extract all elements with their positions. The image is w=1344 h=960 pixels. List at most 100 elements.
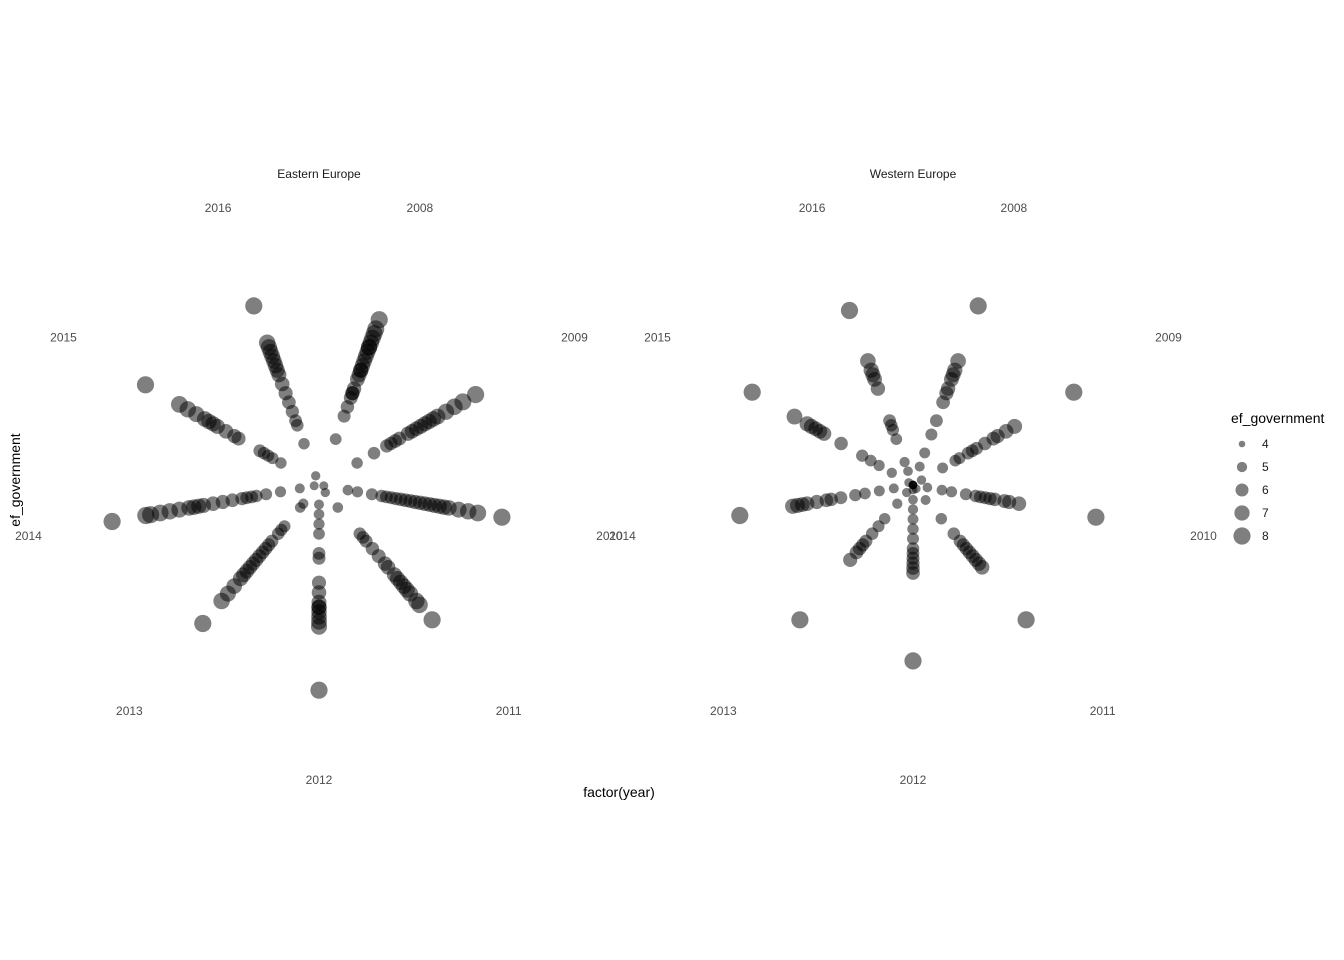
data-point [258, 334, 276, 351]
legend-key-point [1234, 505, 1250, 521]
data-point [904, 652, 922, 670]
category-tick-label: 2016 [205, 201, 232, 215]
data-point [370, 311, 388, 329]
data-point [1017, 611, 1035, 629]
y-axis-title: ef_government [7, 433, 23, 527]
facet-title: Western Europe [870, 167, 957, 181]
data-point [743, 383, 761, 401]
data-point [274, 486, 287, 498]
data-point [309, 481, 319, 491]
category-tick-label: 2009 [561, 331, 588, 345]
category-tick-label: 2010 [596, 529, 623, 543]
data-point [170, 395, 188, 413]
data-point [914, 461, 925, 472]
category-tick-label: 2011 [1090, 704, 1116, 718]
category-tick-label: 2008 [407, 201, 434, 215]
data-point [469, 504, 487, 522]
data-point [245, 297, 263, 315]
data-point [731, 506, 749, 525]
data-point [137, 506, 155, 525]
data-point [888, 483, 899, 494]
data-point [922, 482, 933, 493]
legend-label: 4 [1262, 437, 1269, 451]
data-point [908, 480, 918, 490]
data-point [103, 512, 121, 531]
category-tick-label: 2015 [644, 331, 671, 345]
legend-label: 5 [1262, 460, 1269, 474]
data-point [903, 466, 913, 477]
data-point [906, 566, 920, 580]
data-point [194, 614, 212, 633]
data-point [936, 484, 948, 496]
data-point [260, 488, 273, 501]
data-point [799, 416, 815, 432]
data-point [136, 376, 155, 394]
data-point [423, 611, 441, 629]
data-point [902, 487, 912, 498]
data-point [351, 457, 363, 469]
data-point [253, 444, 267, 458]
category-tick-label: 2011 [496, 704, 522, 718]
data-point [1065, 383, 1083, 401]
data-point [294, 483, 305, 494]
data-point [1087, 508, 1105, 526]
data-point [859, 487, 871, 500]
data-point [312, 551, 326, 565]
data-point [332, 502, 344, 513]
data-point [919, 447, 931, 459]
data-point [329, 433, 342, 445]
data-point [313, 518, 325, 530]
data-point [411, 596, 428, 614]
data-point [310, 681, 328, 699]
facet-panel: Eastern Europe 2008 2009 2010 2011 2012 2013 20… [15, 167, 623, 787]
data-point [907, 504, 919, 515]
data-point [920, 494, 931, 506]
data-point [908, 494, 918, 505]
legend-key-point [1236, 461, 1248, 473]
x-axis-title: factor(year) [583, 784, 655, 800]
legend-key-point [1235, 483, 1249, 497]
data-point [365, 488, 378, 501]
data-point [969, 297, 987, 315]
data-point [834, 436, 848, 451]
data-point [906, 532, 920, 545]
data-point [959, 488, 972, 501]
data-point [873, 459, 885, 472]
category-tick-label: 2014 [15, 529, 42, 543]
data-point [860, 353, 876, 369]
data-point [899, 456, 910, 468]
data-point [907, 523, 919, 535]
data-point [320, 487, 330, 498]
data-point [856, 449, 869, 462]
data-point [454, 393, 472, 411]
data-point [886, 467, 897, 478]
data-point [935, 512, 948, 525]
data-point [367, 446, 381, 460]
data-point [883, 414, 896, 428]
data-point [467, 386, 485, 404]
category-tick-label: 2012 [900, 773, 927, 787]
data-point [294, 502, 306, 513]
legend-key-point [1238, 440, 1246, 448]
data-point [974, 559, 990, 575]
facet-panels: Eastern Europe 2008 2009 2010 2011 2012 2013 20… [15, 167, 1217, 787]
category-tick-label: 2010 [1190, 529, 1217, 543]
data-point [313, 528, 325, 540]
data-point [873, 485, 885, 497]
category-tick-label: 2009 [1155, 331, 1182, 345]
data-point [945, 486, 958, 498]
data-point [937, 462, 949, 474]
data-point [313, 508, 325, 520]
category-tick-label: 2014 [609, 529, 636, 543]
data-point [890, 433, 903, 445]
category-tick-label: 2013 [116, 704, 143, 718]
facet-panel: Western Europe 2008 2009 2010 2011 2012 2013 20… [609, 167, 1217, 787]
data-point [1007, 418, 1023, 434]
legend-label: 8 [1262, 529, 1269, 543]
facet-title: Eastern Europe [277, 167, 361, 181]
data-point [849, 489, 862, 502]
data-point [1011, 496, 1027, 512]
data-point [786, 408, 803, 425]
data-point [892, 498, 903, 509]
